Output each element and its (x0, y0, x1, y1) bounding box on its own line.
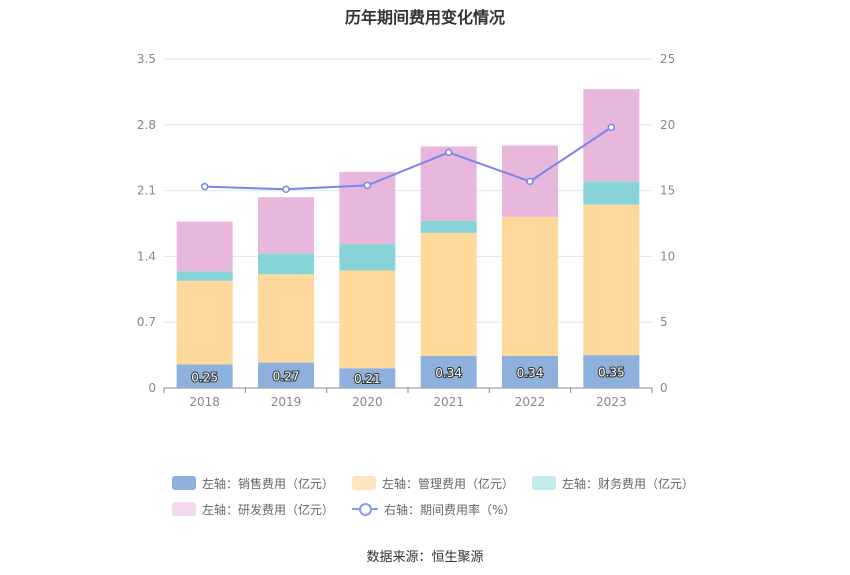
bar-segment-1 (258, 362, 314, 388)
legend-swatch-rd (172, 502, 196, 516)
expense-ratio-point (363, 181, 372, 190)
bar-data-label: 0.25 (191, 370, 218, 384)
left-axis-tick-label: 3.5 (137, 52, 156, 66)
legend-item-sales[interactable]: 左轴：销售费用（亿元） (172, 475, 334, 492)
data-source: 数据来源：恒生聚源 (366, 550, 484, 565)
x-axis-tick-label: 2020 (352, 395, 383, 409)
bar-segment-2 (420, 232, 477, 357)
bar-segment-2 (583, 204, 640, 356)
left-axis-tick-label: 2.1 (137, 184, 156, 198)
legend-swatch-sales (172, 476, 196, 490)
bar-segment-1 (176, 364, 233, 388)
right-axis-tick-label: 25 (660, 52, 675, 66)
bar-segment-3 (258, 253, 314, 275)
bar-segment-4 (583, 89, 640, 182)
expense-ratio-point (444, 148, 453, 157)
right-axis-tick-label: 0 (660, 381, 668, 395)
expense-ratio-point (526, 177, 534, 186)
bar-segment-1 (583, 355, 640, 388)
x-axis-tick-label: 2023 (596, 395, 627, 409)
expense-ratio-point (607, 123, 616, 132)
chart-legend: 左轴：销售费用（亿元） 左轴：管理费用（亿元） 左轴：财务费用（亿元） 左轴：研… (172, 470, 732, 522)
left-axis-tick-label: 2.8 (137, 118, 156, 132)
legend-label-rd: 左轴：研发费用（亿元） (202, 502, 335, 517)
legend-swatch-finance (532, 476, 557, 490)
legend-label-sales: 左轴：销售费用（亿元） (202, 476, 335, 491)
bar-segment-1 (420, 356, 477, 388)
bar-segment-2 (502, 216, 558, 357)
bar-data-label: 0.21 (354, 372, 381, 386)
expense-ratio-line (204, 126, 612, 191)
bar-segment-2 (339, 270, 396, 369)
right-axis-tick-label: 5 (660, 315, 668, 329)
legend-line-icon (352, 502, 379, 516)
bar-segment-3 (339, 244, 396, 271)
bar-segment-2 (176, 280, 233, 365)
left-axis-tick-label: 1.4 (137, 249, 156, 263)
legend-item-expense-ratio[interactable]: 右轴：期间费用率（%） (352, 501, 515, 518)
legend-item-rd[interactable]: 左轴：研发费用（亿元） (172, 501, 334, 518)
left-axis-tick-label: 0 (148, 381, 156, 395)
expense-ratio-point (282, 185, 290, 194)
bar-segment-4 (420, 146, 477, 221)
bar-segment-1 (339, 368, 396, 388)
bar-data-label: 0.35 (598, 366, 625, 380)
x-axis-tick-label: 2022 (515, 395, 546, 409)
bar-segment-1 (502, 356, 558, 388)
legend-item-finance[interactable]: 左轴：财务费用（亿元） (532, 475, 694, 492)
x-axis-tick-label: 2018 (189, 395, 220, 409)
legend-swatch-admin (352, 476, 377, 490)
expense-ratio-point (200, 182, 209, 191)
bar-segment-2 (258, 274, 314, 363)
bar-data-label: 0.34 (517, 366, 544, 380)
bar-segment-3 (583, 181, 640, 205)
right-axis-tick-label: 20 (660, 118, 675, 132)
x-axis-tick-label: 2021 (433, 395, 464, 409)
legend-label-admin: 左轴：管理费用（亿元） (382, 476, 515, 491)
bar-segment-3 (176, 271, 233, 281)
x-axis-tick-label: 2019 (271, 395, 302, 409)
bar-segment-3 (420, 220, 477, 233)
left-axis-tick-label: 0.7 (137, 315, 156, 329)
legend-label-expense-ratio: 右轴：期间费用率（%） (384, 502, 516, 517)
legend-label-finance: 左轴：财务费用（亿元） (562, 476, 695, 491)
right-axis-tick-label: 15 (660, 184, 675, 198)
legend-item-admin[interactable]: 左轴：管理费用（亿元） (352, 475, 514, 492)
chart-title: 历年期间费用变化情况 (344, 8, 505, 27)
right-axis-tick-label: 10 (660, 249, 675, 263)
bar-segment-4 (176, 221, 233, 272)
bar-segment-4 (258, 197, 314, 254)
bar-data-label: 0.27 (273, 369, 300, 383)
bar-data-label: 0.34 (435, 366, 462, 380)
